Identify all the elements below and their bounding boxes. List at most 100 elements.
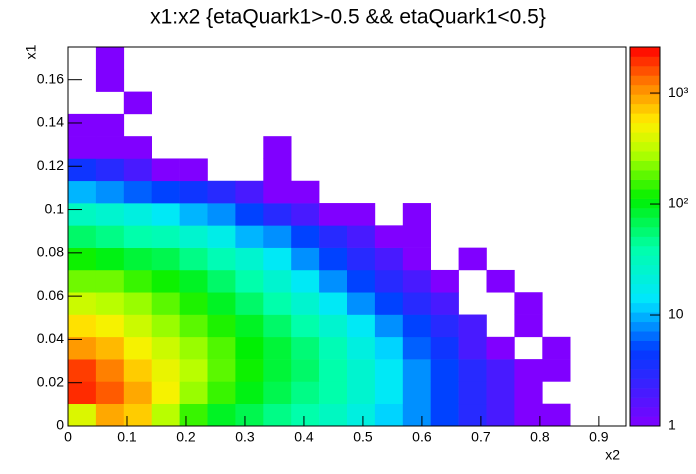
heatmap-cell [123, 336, 152, 360]
heatmap-cell [374, 269, 404, 293]
color-bar-band [630, 359, 660, 370]
heatmap-cell [263, 136, 292, 159]
heatmap-cell [68, 359, 97, 382]
y-axis-label: x1 [23, 44, 39, 59]
heatmap-cell [319, 403, 348, 427]
heatmap-cell [291, 247, 320, 271]
heatmap-cell [486, 359, 515, 382]
y-tick-label: 0.14 [37, 114, 64, 130]
heatmap-cell [347, 403, 376, 427]
x-tick-label: 0.3 [235, 429, 255, 445]
heatmap-cell [347, 381, 376, 405]
heatmap-cell [95, 180, 125, 204]
color-bar-band [630, 160, 660, 171]
heatmap-cell [207, 359, 236, 382]
heatmap-cell [95, 247, 125, 271]
heatmap-cell [430, 381, 459, 405]
color-bar-frame [629, 46, 661, 427]
heatmap-cell [179, 336, 208, 360]
z-tick-label: 10³ [668, 84, 689, 100]
color-bar-band [630, 65, 660, 76]
heatmap-cell [374, 336, 404, 360]
heatmap-cell [263, 381, 292, 405]
heatmap-cell [123, 247, 152, 271]
heatmap-cell [95, 47, 125, 70]
heatmap-cell [151, 381, 180, 405]
heatmap-cell [542, 403, 571, 427]
heatmap-cell [291, 381, 320, 405]
x-tick-label: 0.5 [353, 429, 373, 445]
heatmap-cell [207, 247, 236, 271]
heatmap-cell [207, 225, 236, 248]
heatmap-cell [179, 225, 208, 248]
heatmap-cell [402, 292, 431, 315]
heatmap-cell [430, 314, 459, 338]
heatmap-cell [291, 292, 320, 315]
color-bar-band [630, 302, 660, 313]
heatmap-cell [458, 314, 487, 338]
heatmap-cell [207, 180, 236, 204]
color-bar-band [630, 198, 660, 209]
heatmap-cell [95, 158, 125, 182]
heatmap-cell [542, 336, 571, 360]
heatmap-cell [235, 247, 264, 271]
heatmap-cell [514, 381, 543, 405]
color-bar-band [630, 331, 660, 342]
color-bar-band [630, 340, 660, 351]
color-bar-band [630, 274, 660, 285]
color-bar-band [630, 416, 660, 427]
plot-frame [67, 46, 627, 427]
heatmap-cell [235, 225, 264, 248]
heatmap-cell [179, 247, 208, 271]
color-bar-band [630, 312, 660, 323]
heatmap-cell [374, 225, 404, 248]
z-tick-label: 10² [668, 195, 689, 211]
color-bar-band [630, 75, 660, 86]
heatmap-cell [291, 203, 320, 226]
heatmap-cell [68, 381, 97, 405]
heatmap-cell [263, 203, 292, 226]
heatmap-cell [68, 180, 97, 204]
heatmap-cell [151, 180, 180, 204]
y-tick-label: 0.02 [37, 373, 64, 389]
color-bar-band [630, 407, 660, 417]
heatmap-cell [347, 314, 376, 338]
x-tick-label: 0.4 [294, 429, 314, 445]
heatmap-cell [319, 203, 348, 226]
heatmap-cell [68, 336, 97, 360]
color-bar-band [630, 47, 660, 57]
heatmap-cell [179, 158, 208, 182]
heatmap-cell [291, 336, 320, 360]
heatmap-cell [374, 403, 404, 427]
y-tick-label: 0.04 [37, 330, 64, 346]
heatmap-cell [486, 336, 515, 360]
heatmap-cell [179, 359, 208, 382]
heatmap-cell [207, 269, 236, 293]
z-tick-label: 1 [668, 417, 676, 433]
heatmap-cell [263, 314, 292, 338]
heatmap-cell [402, 269, 431, 293]
heatmap-cell [151, 292, 180, 315]
heatmap-cell [263, 336, 292, 360]
heatmap-cell [319, 359, 348, 382]
heatmap-cell [95, 69, 125, 92]
heatmap-cell [123, 158, 152, 182]
color-bar-band [630, 227, 660, 237]
heatmap-cell [319, 381, 348, 405]
heatmap-cell [95, 314, 125, 338]
heatmap-cell [458, 336, 487, 360]
heatmap-cell [486, 381, 515, 405]
heatmap-cell [319, 292, 348, 315]
heatmap-cell [263, 180, 292, 204]
z-tick-label: 10 [668, 306, 684, 322]
y-tick-label: 0.16 [37, 70, 64, 86]
heatmap-cell [402, 203, 431, 226]
heatmap-cell [291, 225, 320, 248]
heatmap-cell [95, 269, 125, 293]
heatmap-cell [263, 158, 292, 182]
heatmap-cell [235, 292, 264, 315]
heatmap-cell [151, 359, 180, 382]
heatmap-cell [458, 359, 487, 382]
heatmap-cell [319, 225, 348, 248]
color-bar-band [630, 208, 660, 218]
